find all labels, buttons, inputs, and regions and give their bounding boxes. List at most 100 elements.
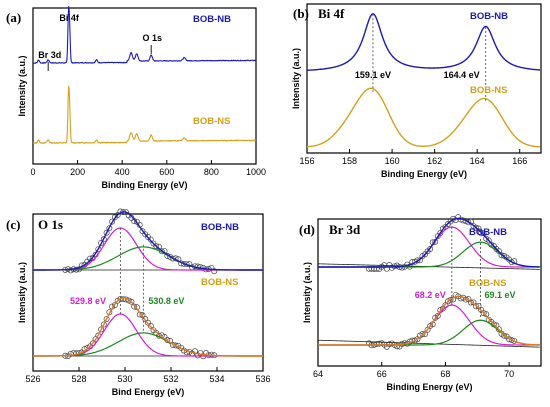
panel-label: (a) <box>6 10 21 25</box>
x-tick-label: 166 <box>512 156 527 166</box>
x-tick-label: 164 <box>470 156 485 166</box>
x-tick-label: 162 <box>427 156 442 166</box>
panel-a-frame <box>32 7 257 165</box>
data-point-nb <box>414 257 421 264</box>
panel-title: O 1s <box>38 217 63 232</box>
data-point-nb <box>427 246 434 252</box>
legend-bob-ns: BOB-NS <box>193 116 230 127</box>
x-tick-label: 0 <box>30 167 35 177</box>
series-line-bob-nb <box>306 13 540 71</box>
x-axis-label: Bind Energy (eV) <box>112 387 185 397</box>
data-point-nb <box>475 225 482 232</box>
data-point-nb <box>465 219 472 226</box>
x-tick-label: 158 <box>342 156 357 166</box>
annotation-bi4f: Bi 4f <box>59 13 80 23</box>
x-tick-label: 64 <box>313 369 323 379</box>
x-tick-label: 156 <box>299 156 314 166</box>
panel-label: (d) <box>299 222 315 237</box>
panel-c-frame <box>32 213 264 372</box>
legend-bob-nb: BOB-NB <box>469 227 507 238</box>
x-tick-label: 1000 <box>246 167 266 177</box>
peak-label-164: 164.4 eV <box>444 70 480 80</box>
series-line-bob-ns <box>32 85 257 144</box>
data-point-ns <box>511 337 518 344</box>
data-point-ns <box>467 299 474 306</box>
x-tick-label: 526 <box>25 374 40 384</box>
data-point-ns <box>447 297 454 303</box>
x-tick-label: 532 <box>163 374 178 384</box>
y-axis-label: Intensity (a.u.) <box>291 48 301 109</box>
data-point-ns <box>142 316 149 322</box>
data-point-nb <box>498 252 505 259</box>
series-line-bob-ns <box>33 297 263 357</box>
data-point-nb <box>147 236 154 243</box>
panel-label: (c) <box>6 217 20 232</box>
baseline-ns <box>317 339 540 348</box>
data-point-ns <box>191 348 198 355</box>
x-axis-label: Binding Energy (eV) <box>101 180 187 190</box>
data-point-ns <box>483 311 490 318</box>
panel-d-frame <box>317 218 542 367</box>
data-point-ns <box>131 303 138 310</box>
fit-component-530 <box>33 332 263 357</box>
x-axis-label: Binding Energy (eV) <box>386 382 472 392</box>
series-line-bob-ns <box>306 87 540 148</box>
data-point-ns <box>183 349 190 356</box>
y-axis-label: Intensity (a.u.) <box>17 262 27 323</box>
panel-title: Bi 4f <box>318 6 345 21</box>
data-point-nb <box>478 230 485 237</box>
series-line-bob-ns <box>318 295 540 346</box>
peak-label-530: 530.8 eV <box>148 296 184 306</box>
data-point-ns <box>100 321 107 328</box>
legend-bob-nb: BOB-NB <box>470 11 508 22</box>
panel-label: (b) <box>293 6 309 21</box>
data-point-ns <box>125 297 132 304</box>
data-point-nb <box>106 225 113 232</box>
data-point-nb <box>508 259 515 266</box>
x-axis-label: Binding Energy (eV) <box>381 169 467 179</box>
data-point-ns <box>394 343 400 350</box>
data-point-nb <box>211 268 218 275</box>
legend-bob-ns: BOB-NS <box>470 85 507 96</box>
legend-bob-ns: BOB-NS <box>469 278 506 289</box>
x-tick-label: 400 <box>115 167 130 177</box>
data-point-ns <box>434 312 441 319</box>
data-point-nb <box>473 224 479 231</box>
data-point-ns <box>98 326 105 333</box>
data-point-nb <box>169 255 176 262</box>
x-tick-label: 68 <box>440 369 450 379</box>
series-line-bob-nb <box>318 217 540 268</box>
x-tick-label: 528 <box>71 374 86 384</box>
data-point-ns <box>147 322 154 329</box>
data-point-ns <box>111 302 118 308</box>
data-point-nb <box>100 236 107 243</box>
peak-label-69: 69.1 eV <box>484 290 515 300</box>
data-point-nb <box>485 237 492 244</box>
series-line-bob-nb <box>32 6 257 64</box>
y-axis-label: Intensity (a.u.) <box>17 55 27 116</box>
x-tick-label: 536 <box>255 374 270 384</box>
x-tick-label: 200 <box>70 167 85 177</box>
data-point-nb <box>399 264 406 271</box>
x-tick-label: 66 <box>377 369 387 379</box>
data-point-ns <box>419 331 426 337</box>
x-tick-label: 534 <box>209 374 224 384</box>
data-point-ns <box>480 310 487 317</box>
peak-label-159: 159.1 eV <box>355 70 391 80</box>
data-point-ns <box>139 312 146 319</box>
data-point-ns <box>508 337 515 344</box>
data-point-ns <box>473 303 479 310</box>
data-point-nb <box>153 243 160 250</box>
data-point-nb <box>416 257 423 264</box>
peak-label-529: 529.8 eV <box>70 296 106 306</box>
x-tick-label: 600 <box>159 167 174 177</box>
x-tick-label: 160 <box>385 156 400 166</box>
annotation-o1s: O 1s <box>143 33 163 43</box>
legend-bob-nb: BOB-NB <box>201 222 239 233</box>
x-tick-label: 70 <box>504 369 514 379</box>
legend-bob-ns: BOB-NS <box>201 277 238 288</box>
series-line-bob-nb <box>33 211 263 271</box>
data-point-nb <box>103 229 110 236</box>
panel-b-frame <box>306 3 542 154</box>
